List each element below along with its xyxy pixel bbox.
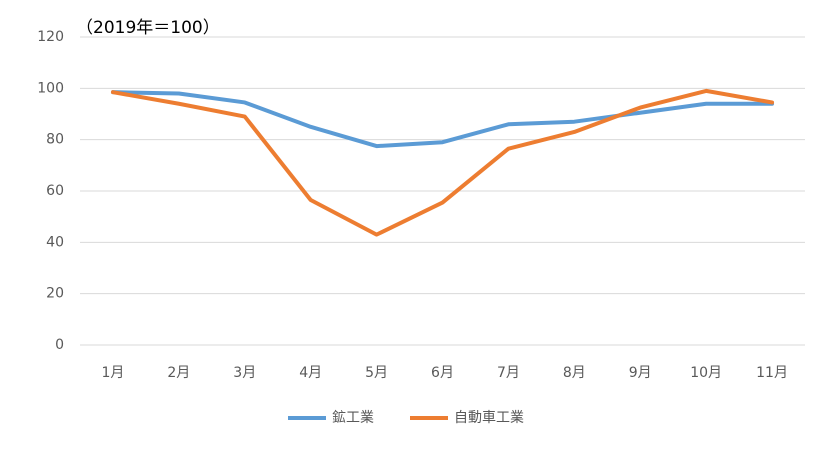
x-tick-label: 10月	[690, 365, 722, 381]
x-tick-label: 3月	[233, 365, 256, 381]
x-tick-label: 9月	[629, 365, 652, 381]
y-tick-label: 120	[37, 29, 64, 45]
y-tick-label: 0	[55, 337, 64, 353]
series-line	[110, 88, 775, 237]
y-tick-label: 40	[46, 234, 64, 250]
x-tick-label: 7月	[497, 365, 520, 381]
annotation: （2019年＝100）	[76, 18, 220, 38]
series-line	[110, 90, 775, 149]
x-tick-label: 5月	[365, 365, 388, 381]
legend-label: 自動車工業	[454, 409, 524, 426]
y-tick-label: 20	[46, 286, 64, 302]
legend-label: 鉱工業	[332, 409, 374, 426]
x-tick-label: 2月	[167, 365, 190, 381]
x-tick-label: 6月	[431, 365, 454, 381]
x-tick-label: 11月	[756, 365, 788, 381]
y-tick-label: 80	[46, 132, 64, 148]
x-tick-label: 8月	[563, 365, 586, 381]
y-tick-label: 100	[37, 80, 64, 96]
y-tick-label: 60	[46, 183, 64, 199]
x-tick-label: 4月	[299, 365, 322, 381]
x-tick-label: 1月	[101, 365, 124, 381]
